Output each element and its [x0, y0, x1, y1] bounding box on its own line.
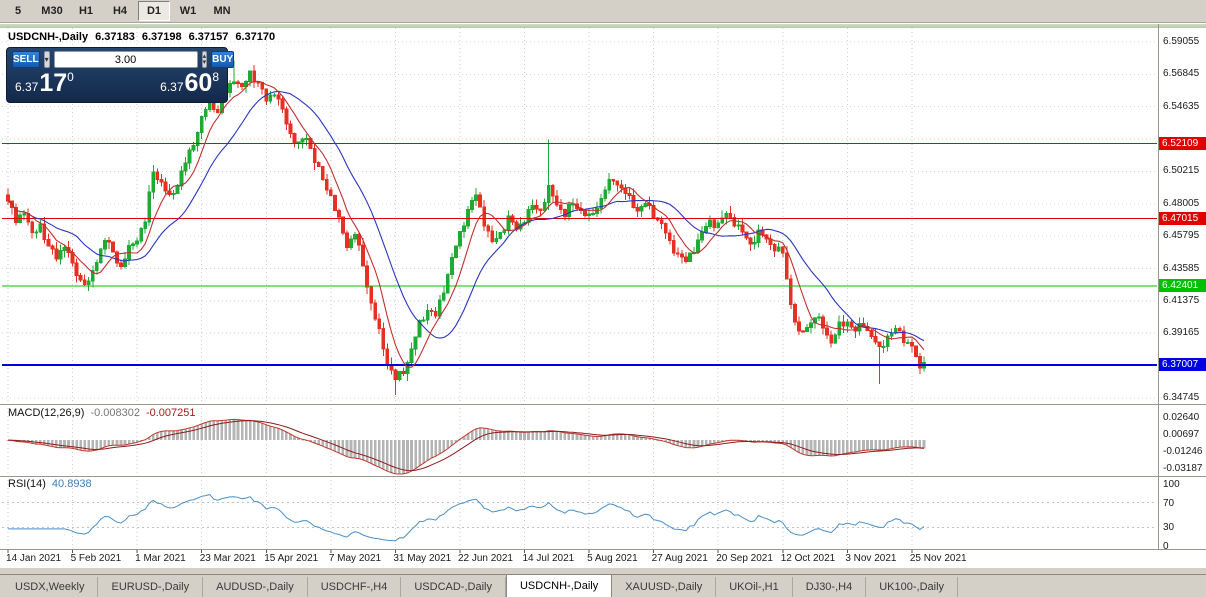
macd-signal-value: -0.007251 [145, 407, 196, 419]
chart-tab-audusd-daily[interactable]: AUDUSD-,Daily [203, 577, 308, 597]
date-axis-label: 31 May 2021 [393, 553, 452, 564]
price-axis-label: 6.43585 [1163, 262, 1200, 274]
chart-tab-uk100-daily[interactable]: UK100-,Daily [866, 577, 959, 597]
date-axis-label: 20 Sep 2021 [716, 553, 773, 564]
price-axis-label: 6.34745 [1163, 391, 1200, 403]
macd-indicator-label: MACD(12,26,9) -0.008302 -0.007251 [8, 407, 196, 419]
buy-price-prefix: 6.37 [160, 80, 184, 94]
chart-tab-usdchf-h4[interactable]: USDCHF-,H4 [308, 577, 402, 597]
date-axis-label: 14 Jul 2021 [522, 553, 575, 564]
chart-tab-usdcnh-daily[interactable]: USDCNH-,Daily [505, 574, 613, 597]
rsi-panel [2, 494, 1157, 542]
timeframe-button-5[interactable]: 5 [14, 5, 22, 17]
chart-background [0, 23, 1206, 568]
price-axis-label: 6.56845 [1163, 68, 1200, 80]
rsi-axis-label: 0 [1163, 541, 1169, 552]
buy-price-big: 60 [184, 69, 213, 97]
price-axis-label: 6.59055 [1163, 35, 1200, 47]
date-axis-label: 12 Oct 2021 [780, 553, 836, 564]
date-axis-label: 5 Feb 2021 [70, 553, 122, 564]
chart-canvas[interactable] [0, 23, 1206, 569]
chart-tab-eurusd-daily[interactable]: EURUSD-,Daily [98, 577, 204, 597]
price-axis-label: 6.54635 [1163, 100, 1200, 112]
sell-price: 6.37 17 0 [15, 69, 74, 97]
chart-tab-bar: USDX,Weekly EURUSD-,Daily AUDUSD-,Daily USD… [0, 574, 1206, 597]
rsi-axis-label: 30 [1163, 522, 1175, 534]
date-axis-label: 25 Nov 2021 [909, 553, 967, 564]
price-axis-label: 6.39165 [1163, 327, 1200, 339]
price-line-badge: 6.37007 [1159, 358, 1206, 372]
moving-averages [7, 80, 925, 368]
symbol-period-label: USDCNH-,Daily [8, 31, 89, 43]
price-axis-label: 6.41375 [1163, 294, 1200, 306]
buy-button[interactable]: BUY [211, 51, 235, 68]
rsi-name: RSI(14) [8, 478, 46, 490]
date-axis-label: 15 Apr 2021 [264, 553, 319, 564]
price-line-badge: 6.42401 [1159, 279, 1206, 293]
volume-input[interactable] [53, 51, 198, 68]
sell-price-big: 17 [39, 69, 68, 97]
grid [2, 28, 1157, 548]
chart-tab-xauusd-daily[interactable]: XAUUSD-,Daily [612, 577, 717, 597]
macd-main-value: -0.008302 [90, 407, 140, 419]
price-line-badge: 6.52109 [1159, 137, 1206, 151]
timeframe-button-m30[interactable]: M30 [41, 5, 63, 17]
timeframe-button-h4[interactable]: H4 [112, 5, 128, 17]
date-axis-label: 23 Mar 2021 [199, 553, 256, 564]
timeframe-button-mn[interactable]: MN [213, 5, 231, 17]
macd-panel [6, 418, 926, 475]
timeframe-button-d1[interactable]: D1 [138, 1, 170, 21]
caret-down-icon: ▾ [202, 58, 207, 66]
volume-stepper[interactable]: ▴ ▾ [201, 51, 208, 68]
macd-axis-label: 0.00697 [1163, 429, 1200, 441]
candles-series [6, 60, 926, 395]
date-axis-label: 22 Jun 2021 [457, 553, 513, 564]
macd-axis-label: -0.01246 [1163, 446, 1203, 458]
rsi-value: 40.8938 [51, 478, 92, 490]
price-line-badge: 6.47015 [1159, 211, 1206, 225]
date-axis-label: 27 Aug 2021 [651, 553, 708, 564]
panel-separators [0, 24, 1206, 553]
date-axis-label: 3 Nov 2021 [845, 553, 897, 564]
rsi-axis-label: 100 [1163, 479, 1180, 490]
macd-name: MACD(12,26,9) [8, 407, 85, 419]
open-value: 6.37183 [95, 31, 135, 43]
chart-tab-ukoil-h1[interactable]: UKOil-,H1 [716, 577, 793, 597]
chart-tab-dj30-h4[interactable]: DJ30-,H4 [793, 577, 867, 597]
date-axis-label: 7 May 2021 [328, 553, 382, 564]
macd-axis-label: -0.03187 [1163, 463, 1203, 475]
quote-line: USDCNH-,Daily 6.37183 6.37198 6.37157 6.… [8, 31, 275, 43]
rsi-indicator-label: RSI(14) 40.8938 [8, 478, 92, 490]
buy-price-sup: 8 [212, 70, 219, 84]
timeframe-button-h1[interactable]: H1 [78, 5, 94, 17]
horizontal-level-lines[interactable] [2, 143, 1157, 366]
macd-axis-label: 0.02640 [1163, 412, 1200, 424]
chart-tab-usdcad-daily[interactable]: USDCAD-,Daily [401, 577, 506, 597]
chart-tab-usdx-weekly[interactable]: USDX,Weekly [2, 577, 99, 597]
rsi-axis-label: 70 [1163, 497, 1175, 509]
caret-up-icon: ▴ [202, 52, 207, 60]
sell-price-sup: 0 [67, 70, 74, 84]
sell-price-prefix: 6.37 [15, 80, 39, 94]
sell-button[interactable]: SELL [12, 51, 40, 68]
low-value: 6.37157 [188, 31, 229, 43]
price-axis-label: 6.50215 [1163, 165, 1200, 177]
buy-price: 6.37 60 8 [160, 69, 219, 97]
volume-dropdown-button[interactable]: ▾ [43, 51, 50, 68]
date-axis-label: 5 Aug 2021 [587, 553, 638, 564]
date-axis-label: 1 Mar 2021 [135, 553, 186, 564]
chart-window-top-border [0, 24, 1206, 28]
timeframe-button-w1[interactable]: W1 [179, 5, 197, 17]
price-axis-label: 6.48005 [1163, 197, 1200, 209]
date-axis-label: 14 Jan 2021 [6, 553, 62, 564]
high-value: 6.37198 [141, 31, 182, 43]
caret-down-icon: ▾ [44, 54, 49, 64]
trade-controls-row: SELL ▾ ▴ ▾ BUY [12, 51, 235, 68]
close-value: 6.37170 [235, 31, 276, 43]
price-axis-label: 6.45795 [1163, 230, 1200, 242]
timeframe-toolbar: 5 M30 H1 H4 D1 W1 MN [0, 0, 1206, 23]
trade-prices-row: 6.37 17 0 6.37 60 8 [12, 69, 222, 97]
